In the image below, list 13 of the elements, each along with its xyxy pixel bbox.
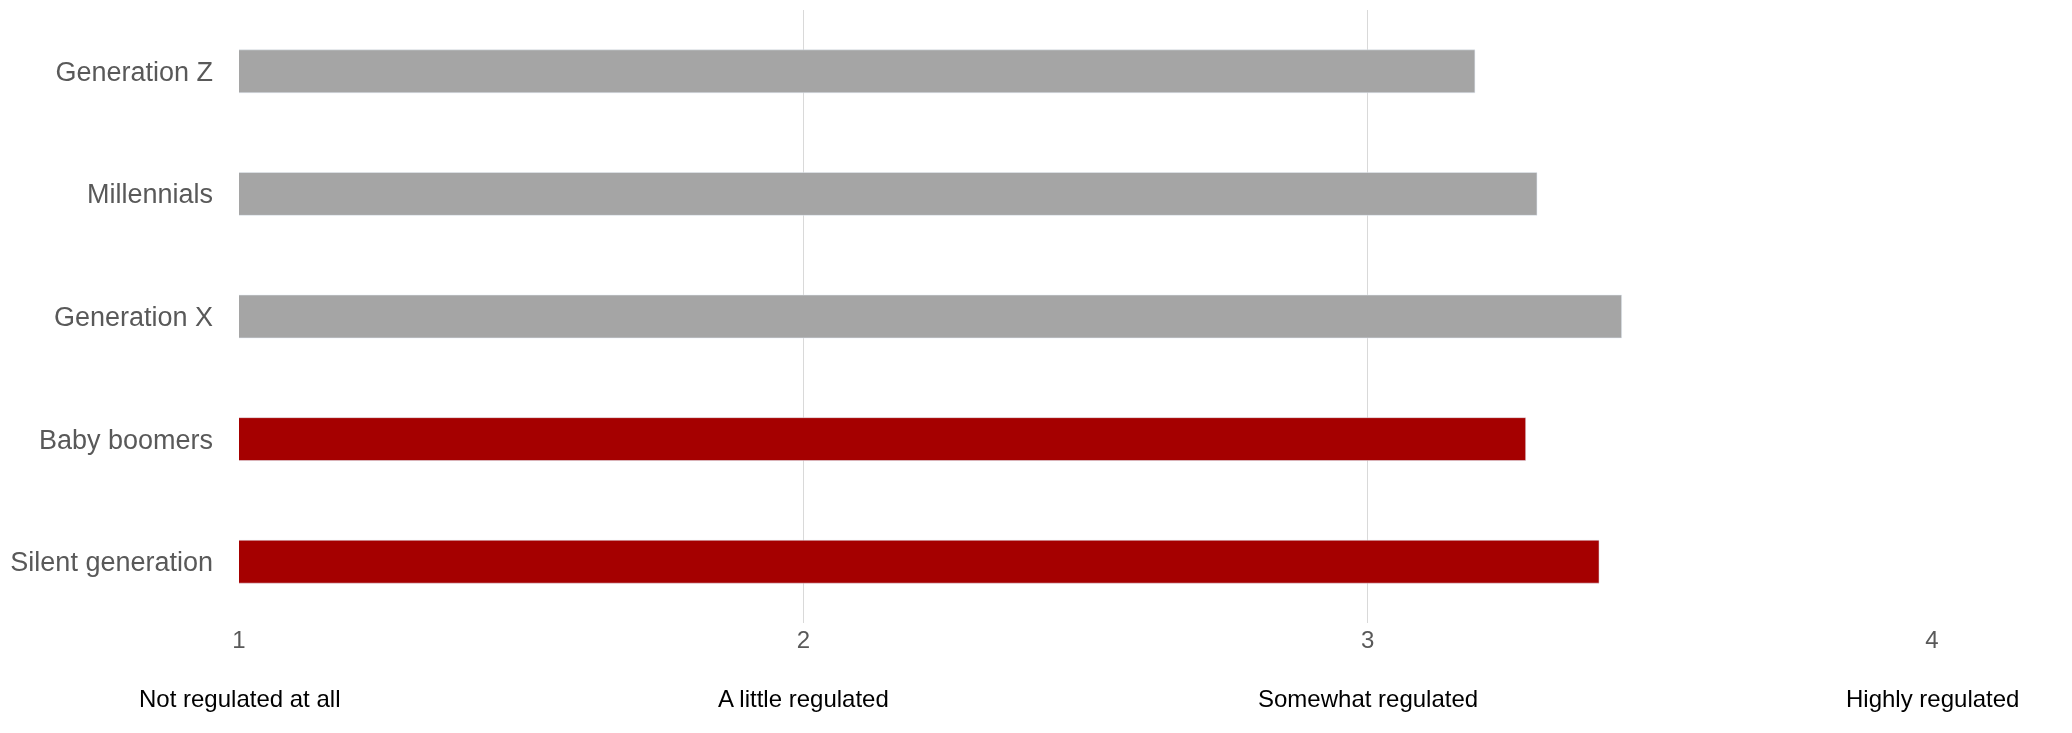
y-tick-label: Millennials — [86, 179, 213, 210]
text: Somewhat regulated — [1258, 685, 1479, 712]
text: A little regulated — [718, 685, 889, 712]
text: Highly regulated — [1846, 685, 2020, 712]
x-tick-label: 4 — [1925, 626, 1939, 653]
y-tick-label: Generation Z — [55, 56, 213, 87]
y-tick-label: Generation X — [53, 301, 213, 332]
x-tick-label: 2 — [796, 626, 811, 653]
x-tick-label: 1 — [232, 626, 246, 653]
y-tick-label: Silent generation — [10, 547, 213, 578]
x-tick-label: 3 — [1360, 626, 1375, 653]
y-tick-label: Baby boomers — [38, 424, 213, 455]
text: Not regulated at all — [139, 685, 341, 712]
